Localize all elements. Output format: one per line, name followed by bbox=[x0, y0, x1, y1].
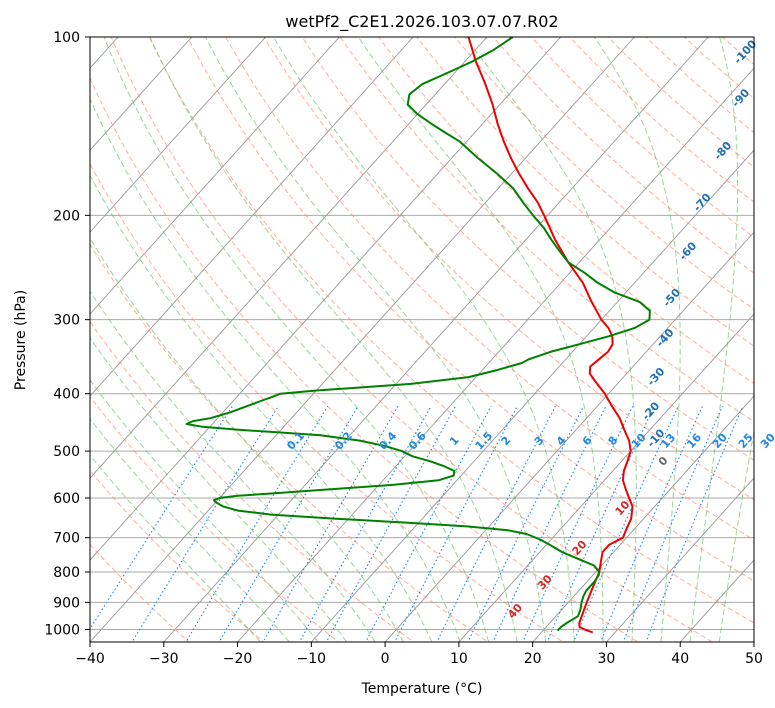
pressure-gridlines bbox=[90, 37, 754, 630]
dewpoint-line bbox=[185, 37, 651, 632]
chart-title: wetPf2_C2E1.2026.103.07.07.R02 bbox=[285, 12, 558, 32]
dry-adiabat-line bbox=[90, 243, 490, 642]
y-tick-label: 800 bbox=[53, 565, 80, 581]
isotherm-line bbox=[163, 37, 709, 642]
isotherm-line bbox=[606, 477, 754, 642]
mixing-ratio-line bbox=[622, 405, 724, 642]
isotherm-line bbox=[458, 313, 754, 642]
x-tick-label: −10 bbox=[297, 651, 327, 667]
moist-adiabat-line bbox=[149, 37, 518, 642]
y-tick-label: 400 bbox=[53, 387, 80, 403]
moist-adiabat-line bbox=[90, 174, 433, 642]
mixing-ratio-line bbox=[365, 405, 492, 642]
isotherm-lines bbox=[90, 37, 754, 642]
dry-adiabat-line bbox=[645, 37, 754, 134]
moist-adiabat-line bbox=[718, 428, 754, 642]
isotherm-line bbox=[753, 641, 754, 642]
dry-adiabat-line bbox=[90, 469, 265, 642]
mixing-ratio-line bbox=[600, 405, 703, 642]
y-axis-ticks: 1000 900 800 700 600 500 400 300 200 100 bbox=[44, 30, 90, 638]
x-tick-label: 10 bbox=[450, 651, 468, 667]
dry-adiabat-line bbox=[263, 37, 754, 501]
x-tick-label: −20 bbox=[223, 651, 253, 667]
isotherm-line bbox=[90, 37, 635, 642]
dry-adiabat-line bbox=[416, 37, 754, 347]
isotherm-line bbox=[90, 37, 340, 315]
moist-adiabat-line bbox=[90, 454, 261, 642]
dry-adiabat-line bbox=[607, 37, 754, 168]
plot-frame bbox=[89, 36, 755, 643]
dry-adiabat-line bbox=[90, 543, 190, 642]
isotherm-line bbox=[532, 395, 754, 642]
x-tick-label: −40 bbox=[75, 651, 105, 667]
dry-adiabat-line bbox=[90, 162, 564, 642]
y-tick-label: 200 bbox=[53, 208, 80, 224]
mixing-ratio-line bbox=[298, 405, 432, 642]
isotherm-line bbox=[90, 37, 562, 561]
isotherm-line bbox=[90, 37, 414, 397]
y-axis-title: Pressure (hPa) bbox=[13, 290, 29, 390]
y-tick-label: 500 bbox=[53, 444, 80, 460]
dry-adiabat-line bbox=[767, 10, 775, 654]
x-tick-label: 50 bbox=[745, 651, 763, 667]
x-tick-label: 20 bbox=[524, 651, 542, 667]
moist-adiabat-line bbox=[464, 37, 637, 642]
x-tick-label: −30 bbox=[149, 651, 179, 667]
moist-adiabat-line bbox=[90, 97, 461, 642]
y-tick-label: 600 bbox=[53, 491, 80, 507]
mixing-ratio-line bbox=[645, 405, 744, 642]
mixing-ratio-line bbox=[492, 405, 607, 642]
sounding-series bbox=[185, 37, 651, 634]
dry-adiabat-lines bbox=[90, 10, 775, 654]
dry-adiabat-line bbox=[90, 76, 639, 642]
x-tick-label: 30 bbox=[598, 651, 616, 667]
dry-adiabat-line bbox=[530, 37, 754, 238]
x-tick-label: 0 bbox=[381, 651, 390, 667]
mixing-ratio-line bbox=[131, 405, 279, 642]
moist-adiabat-line bbox=[90, 290, 376, 642]
y-tick-label: 300 bbox=[53, 313, 80, 329]
moist-adiabat-line bbox=[273, 37, 575, 642]
mixing-ratio-line bbox=[393, 405, 518, 642]
moist-adiabat-line bbox=[205, 37, 547, 642]
x-tick-label: 40 bbox=[671, 651, 689, 667]
mixing-ratio-line bbox=[90, 405, 233, 630]
moist-adiabat-line bbox=[90, 418, 290, 642]
moist-adiabat-lines bbox=[90, 37, 754, 642]
isotherm-line bbox=[237, 67, 754, 642]
mixing-ratio-line bbox=[546, 405, 655, 642]
y-tick-label: 900 bbox=[53, 595, 80, 611]
isotherm-line bbox=[384, 231, 754, 642]
moist-adiabat-line bbox=[90, 236, 404, 642]
moist-adiabat-line bbox=[593, 37, 681, 642]
dry-adiabat-line bbox=[301, 37, 754, 461]
y-tick-label: 100 bbox=[53, 30, 80, 46]
dry-adiabat-line bbox=[148, 37, 754, 624]
moist-adiabat-line bbox=[103, 37, 490, 642]
mixing-ratio-line bbox=[185, 405, 329, 642]
dry-adiabat-line bbox=[90, 320, 415, 642]
mixing-ratio-label: 30 bbox=[758, 431, 775, 451]
mixing-ratio-line bbox=[522, 405, 634, 642]
moist-adiabat-line bbox=[90, 379, 319, 642]
mixing-ratio-lines bbox=[90, 405, 744, 642]
temperature-line bbox=[467, 37, 634, 634]
x-axis-ticks: −40 −30 −20 −10 0 10 20 30 40 50 bbox=[75, 642, 763, 667]
mixing-ratio-line bbox=[572, 405, 679, 642]
dry-adiabat-line bbox=[339, 37, 754, 423]
moist-adiabat-line bbox=[357, 37, 604, 642]
isotherm-line bbox=[90, 37, 266, 233]
y-tick-label: 1000 bbox=[44, 622, 80, 638]
isotherm-line bbox=[90, 37, 193, 151]
y-tick-label: 700 bbox=[53, 531, 80, 547]
dry-adiabat-line bbox=[110, 37, 714, 642]
mixing-ratio-line bbox=[467, 405, 584, 642]
dry-adiabat-line bbox=[186, 37, 754, 582]
mixing-ratio-line bbox=[325, 405, 457, 642]
dry-adiabat-line bbox=[492, 37, 754, 274]
moist-adiabat-line bbox=[689, 37, 739, 642]
x-axis-title: Temperature (°C) bbox=[361, 681, 483, 697]
isotherm-line bbox=[90, 37, 488, 479]
